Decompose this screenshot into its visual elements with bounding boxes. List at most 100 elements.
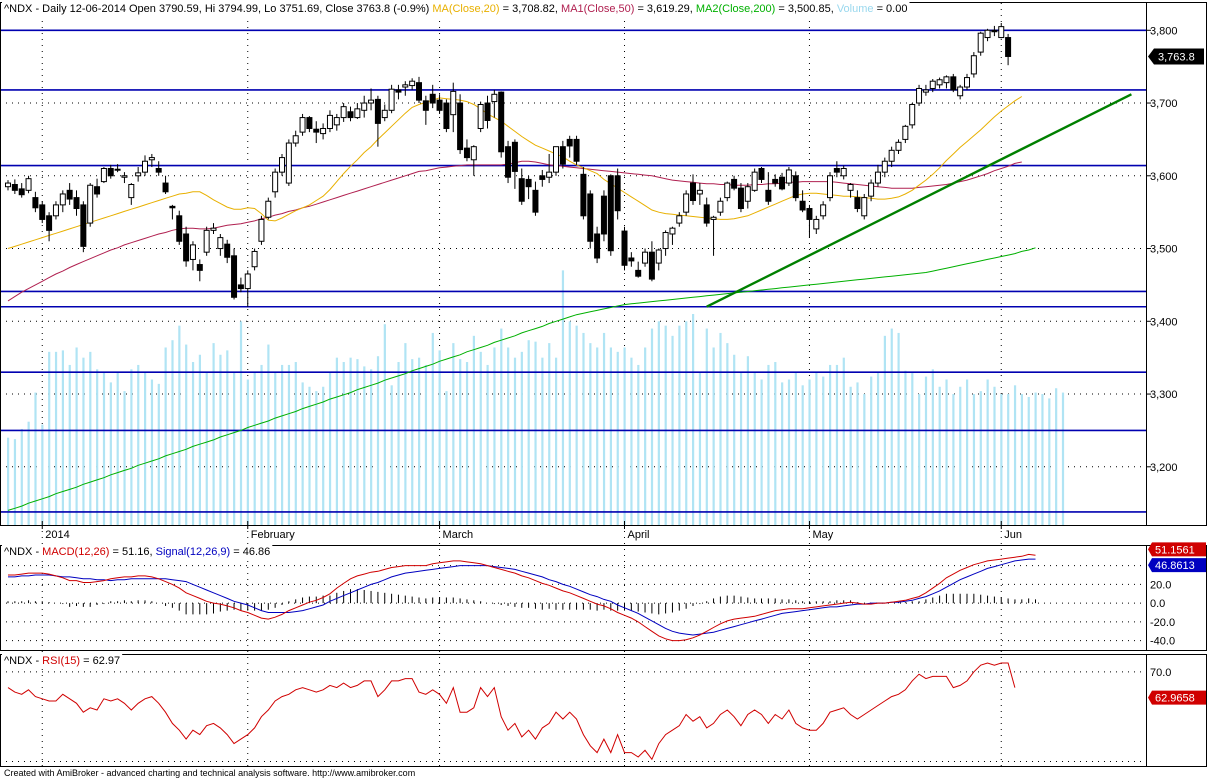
title-part: ^NDX - xyxy=(4,655,42,667)
volume-bar xyxy=(753,372,756,525)
month-label: Jun xyxy=(1004,529,1022,541)
volume-bar xyxy=(226,350,229,525)
volume-bar xyxy=(822,376,825,525)
volume-bar xyxy=(219,354,222,525)
candle-up xyxy=(840,168,847,177)
volume-bar xyxy=(267,344,270,525)
candle-down xyxy=(833,168,840,173)
candle-up xyxy=(785,169,792,184)
volume-bar xyxy=(452,343,455,525)
candle-up xyxy=(943,76,950,84)
trendline-layer xyxy=(706,93,1132,308)
candle-up xyxy=(100,168,107,183)
volume-bar xyxy=(1000,394,1003,525)
candle-up xyxy=(279,157,285,173)
candle-up xyxy=(984,29,991,39)
volume-bar xyxy=(82,357,85,525)
volume-bar xyxy=(89,351,92,525)
volume-bar xyxy=(281,364,284,525)
title-part: MA1(Close,50) xyxy=(561,3,634,15)
volume-bar xyxy=(150,379,154,525)
volume-bar xyxy=(246,379,249,525)
candle-up xyxy=(354,108,361,119)
candle-down xyxy=(607,175,614,252)
volume-bar xyxy=(185,344,188,525)
candle-down xyxy=(416,82,422,101)
volume-bar xyxy=(383,324,386,525)
candle-up xyxy=(977,32,984,53)
volume-bar xyxy=(835,364,839,525)
volume-bar xyxy=(644,347,647,525)
volume-bar xyxy=(966,379,969,525)
volume-bar xyxy=(233,372,236,525)
title-part: = 51.16, xyxy=(109,546,155,558)
candle-down xyxy=(731,178,738,189)
volume-bar xyxy=(445,391,448,525)
candle-up xyxy=(87,184,94,224)
candle-down xyxy=(73,197,80,210)
title-part: Volume xyxy=(837,3,874,15)
candle-down xyxy=(395,89,402,93)
candle-down xyxy=(347,111,354,119)
candle-down xyxy=(573,138,580,162)
candle-up xyxy=(265,200,272,218)
candle-down xyxy=(94,186,101,195)
candle-up xyxy=(929,80,936,89)
volume-bar xyxy=(116,372,119,525)
volume-bar xyxy=(1027,396,1030,525)
candle-up xyxy=(724,182,731,199)
title-part: MACD(12,26) xyxy=(42,546,109,558)
candle-up xyxy=(861,197,868,217)
volume-bar xyxy=(1034,392,1037,525)
volume-bar xyxy=(972,394,976,525)
month-label: 2014 xyxy=(45,529,69,541)
volume-bar xyxy=(733,354,736,525)
volume-bar xyxy=(760,379,763,525)
candle-down xyxy=(559,146,566,165)
candle-up xyxy=(368,99,375,104)
volume-bar xyxy=(479,351,482,525)
candle-up xyxy=(936,79,943,86)
volume-bar xyxy=(48,351,51,525)
volume-bar xyxy=(938,386,941,525)
volume-bar xyxy=(27,421,30,525)
volume-bar xyxy=(411,359,414,525)
volume-bar xyxy=(849,386,852,525)
volume-bar xyxy=(815,372,818,525)
trendline[interactable] xyxy=(706,93,1132,308)
price-tick-label: 3,600 xyxy=(1150,171,1178,183)
volume-bar xyxy=(568,321,571,525)
candle-down xyxy=(374,98,381,124)
volume-bar xyxy=(191,362,195,525)
volume-bar xyxy=(685,321,688,525)
volume-bar xyxy=(904,370,907,525)
candle-down xyxy=(799,200,806,211)
volume-bar xyxy=(349,357,352,525)
candle-up xyxy=(244,273,251,290)
volume-bar xyxy=(678,325,681,525)
volume-bar xyxy=(424,364,428,525)
pane-frame-2 xyxy=(0,654,1207,767)
candle-up xyxy=(642,251,649,264)
candle-up xyxy=(299,117,306,133)
volume-bar xyxy=(698,372,702,525)
title-part: = 3,500.85, xyxy=(775,3,836,15)
candle-down xyxy=(39,204,46,220)
candle-down xyxy=(854,197,861,210)
volume-bar xyxy=(1055,388,1058,525)
volume-bar xyxy=(363,366,366,525)
candle-up xyxy=(25,178,32,191)
volume-bar xyxy=(616,351,619,525)
month-label: April xyxy=(628,529,650,541)
axis-labels: 3,200 3,300 3,400 3,500 3,600 3,700 3,800 2014 F… xyxy=(41,25,1206,705)
volume-bar xyxy=(328,372,332,525)
candle-up xyxy=(998,26,1005,39)
candlestick-layer xyxy=(5,23,1012,307)
volume-bar xyxy=(692,314,695,525)
volume-bar xyxy=(856,382,859,525)
volume-bar xyxy=(198,354,201,525)
volume-bar xyxy=(918,394,921,525)
volume-bar xyxy=(13,439,17,525)
macd-pane-title: ^NDX - MACD(12,26) = 51.16, Signal(12,26… xyxy=(4,546,270,558)
